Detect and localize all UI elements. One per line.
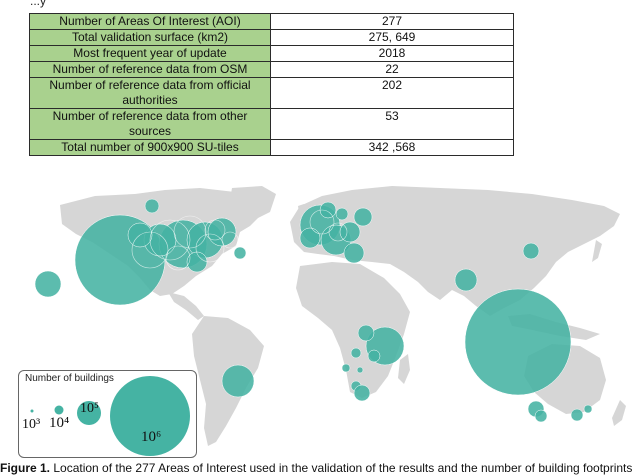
aoi-bubble (353, 207, 373, 227)
aoi-bubble (34, 270, 62, 298)
central-america-shape (168, 292, 204, 320)
aoi-bubble (343, 242, 365, 264)
aoi-bubble (522, 242, 540, 260)
legend-label-1e6: 10⁶ (141, 429, 162, 445)
aoi-bubble (570, 408, 584, 422)
table-row: Number of reference data from OSM 22 (29, 61, 514, 78)
caption-label: Figure 1. (0, 461, 51, 475)
caption-text: Location of the 277 Areas of Interest us… (50, 461, 633, 475)
table-row: Most frequent year of update 2018 (29, 45, 514, 62)
aoi-bubble (144, 198, 160, 214)
aoi-bubble (207, 217, 237, 247)
overlap-outlines (131, 209, 348, 271)
new-zealand-shape (612, 400, 626, 426)
table-label: Number of Areas Of Interest (AOI) (29, 13, 271, 30)
legend-label-1e5: 10⁵ (80, 401, 99, 416)
aoi-bubble (299, 227, 321, 249)
table-value: 2018 (270, 45, 514, 62)
table-row: Number of reference data from official a… (29, 77, 514, 109)
legend-circle-1e3 (30, 409, 34, 413)
japan-shape (592, 240, 602, 262)
aoi-bubble (186, 251, 208, 273)
table-label: Total validation surface (km2) (29, 29, 271, 46)
table-value: 277 (270, 13, 514, 30)
table-value: 53 (270, 108, 514, 140)
table-row: Total number of 900x900 SU-tiles 342 ,56… (29, 139, 514, 156)
table-value: 202 (270, 77, 514, 109)
aoi-bubble (233, 246, 247, 260)
table-label: Number of reference data from OSM (29, 61, 271, 78)
aoi-bubble (353, 384, 371, 402)
aoi-bubble (350, 347, 362, 359)
aoi-bubble (339, 221, 361, 243)
legend-circle-1e4 (54, 405, 64, 415)
legend-circles (30, 376, 190, 456)
buildings-legend: Number of buildings 10³ 10⁴ 10⁵ 10⁶ (18, 370, 197, 458)
world-map (34, 186, 626, 446)
land-masses (60, 186, 626, 446)
table-row: Number of Areas Of Interest (AOI) 277 (29, 13, 514, 30)
aoi-bubble (464, 288, 572, 396)
aoi-bubble (583, 404, 593, 414)
aoi-bubble (367, 349, 381, 363)
legend-label-1e4: 10⁴ (49, 415, 70, 431)
table-row: Total validation surface (km2) 275, 649 (29, 29, 514, 46)
table-row: Number of reference data from other sour… (29, 108, 514, 140)
table-value: 342 ,568 (270, 139, 514, 156)
aoi-bubble (534, 409, 548, 423)
table-label: Number of reference data from other sour… (29, 108, 271, 140)
aoi-bubble (341, 363, 351, 373)
aoi-bubble (335, 207, 349, 221)
table-label: Number of reference data from official a… (29, 77, 271, 109)
aoi-bubble (454, 268, 478, 292)
legend-circle-1e5 (77, 401, 101, 425)
greenland-shape (230, 186, 276, 220)
table-value: 275, 649 (270, 29, 514, 46)
table-value: 22 (270, 61, 514, 78)
legend-circle-1e6 (110, 376, 190, 456)
aoi-bubble (356, 366, 364, 374)
aoi-bubbles (34, 198, 593, 423)
legend-title: Number of buildings (25, 373, 114, 384)
table-label: Most frequent year of update (29, 45, 271, 62)
legend-label-1e3: 10³ (22, 417, 41, 432)
figure-caption: Figure 1. Location of the 277 Areas of I… (0, 461, 632, 475)
aoi-bubble (221, 364, 255, 398)
madagascar-shape (398, 354, 410, 384)
preceding-text-fragment: ...y (30, 0, 47, 8)
table-label: Total number of 900x900 SU-tiles (29, 139, 271, 156)
summary-table: Number of Areas Of Interest (AOI) 277 To… (29, 13, 514, 156)
eurasia-shape (290, 186, 620, 316)
aoi-bubble (357, 324, 375, 342)
